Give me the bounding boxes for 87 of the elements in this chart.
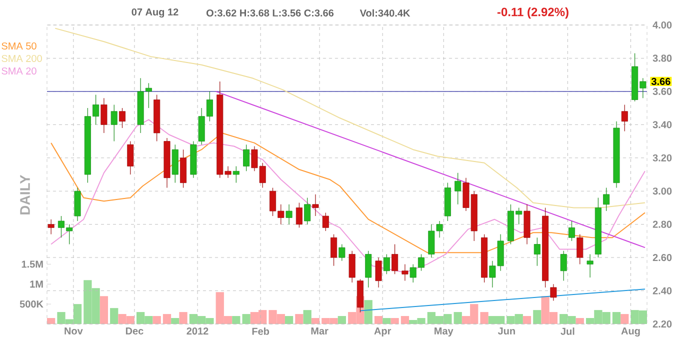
candlestick xyxy=(603,187,610,212)
candlestick xyxy=(338,244,346,262)
candlestick xyxy=(322,212,329,232)
y-tick-label: 3.60 xyxy=(652,88,672,95)
candlestick xyxy=(243,144,250,172)
candlestick xyxy=(550,284,557,302)
candlestick xyxy=(48,219,54,235)
candlestick xyxy=(454,172,462,205)
candlestick xyxy=(534,237,540,266)
x-tick-label: Nov xyxy=(64,328,83,335)
x-tick-label: 2012 xyxy=(186,328,208,335)
bar xyxy=(303,310,312,324)
y2-tick-label: 1M xyxy=(30,280,43,288)
bar xyxy=(522,316,532,324)
text: O:3.62 H:3.68 L:3.56 C:3.66 xyxy=(206,9,334,17)
bar xyxy=(480,312,488,324)
bar xyxy=(390,318,399,324)
candlestick xyxy=(119,108,126,128)
candlestick xyxy=(286,204,292,225)
y-tick-label: 2.80 xyxy=(652,220,672,228)
x-tick-label: Dec xyxy=(126,328,144,335)
text: DAILY xyxy=(20,174,30,214)
candlestick xyxy=(586,254,594,278)
x-tick-label: May xyxy=(434,328,454,336)
candlestick xyxy=(568,220,575,242)
bar xyxy=(338,316,346,324)
bar xyxy=(110,308,118,324)
candlestick xyxy=(375,257,382,288)
text: Vol:340.4K xyxy=(360,9,410,17)
y-tick-label: 3.00 xyxy=(652,188,672,195)
bar xyxy=(364,300,372,324)
bar xyxy=(374,316,383,324)
bar xyxy=(295,314,304,324)
bar xyxy=(612,312,621,324)
text: -0.11 (2.92%) xyxy=(497,7,568,19)
text: SMA 200 xyxy=(2,54,42,62)
candlestick xyxy=(127,140,134,175)
candlestick xyxy=(304,197,311,225)
candlestick xyxy=(348,250,356,283)
candlestick xyxy=(392,244,398,274)
text: SMA 20 xyxy=(2,67,36,75)
y2-tick-label: 500K xyxy=(20,300,44,308)
x-tick-label: Jul xyxy=(560,328,574,335)
bar xyxy=(152,316,161,324)
bar xyxy=(284,316,294,324)
x-tick-label: Mar xyxy=(311,328,328,335)
candlestick xyxy=(576,234,584,264)
candlestick xyxy=(232,166,240,184)
bar xyxy=(162,314,172,324)
line-series xyxy=(50,132,646,254)
x-tick-label: Feb xyxy=(252,328,270,335)
bar xyxy=(171,318,180,324)
bar xyxy=(400,316,410,324)
line-series xyxy=(50,119,646,274)
y-tick-label: 2.40 xyxy=(652,287,672,294)
candlestick xyxy=(296,202,302,228)
y-tick-label: 2.20 xyxy=(652,320,672,328)
bar xyxy=(179,312,188,324)
y-tick-label: 3.20 xyxy=(652,154,672,162)
candlestick xyxy=(330,234,338,266)
y-tick-label: 3.80 xyxy=(652,54,672,62)
candlestick xyxy=(560,250,567,282)
candlestick xyxy=(312,194,319,216)
candlestick xyxy=(100,98,108,134)
x-tick-label: Aug xyxy=(621,328,640,337)
line-series xyxy=(54,28,646,208)
candlestick xyxy=(621,104,628,132)
y2-tick-label: 1.5M xyxy=(22,260,43,268)
candlestick xyxy=(365,250,372,288)
text: 07 Aug 12 xyxy=(132,8,178,18)
bar xyxy=(576,318,584,324)
x-tick-label: Apr xyxy=(374,328,392,336)
y-tick-label: 3.40 xyxy=(652,121,672,128)
text: SMA 50 xyxy=(2,42,36,50)
bar xyxy=(232,316,240,324)
candlestick xyxy=(110,104,118,142)
x-tick-label: Jun xyxy=(498,328,515,335)
bar xyxy=(242,314,250,324)
y-tick-label: 4.00 xyxy=(652,21,672,29)
bar xyxy=(620,314,629,324)
candlestick xyxy=(383,254,390,274)
annotation: 3.66 xyxy=(651,78,670,86)
bar xyxy=(454,312,462,324)
candlestick xyxy=(402,264,408,282)
bar xyxy=(533,310,542,324)
bar xyxy=(100,296,108,324)
y-tick-label: 2.60 xyxy=(652,254,672,262)
